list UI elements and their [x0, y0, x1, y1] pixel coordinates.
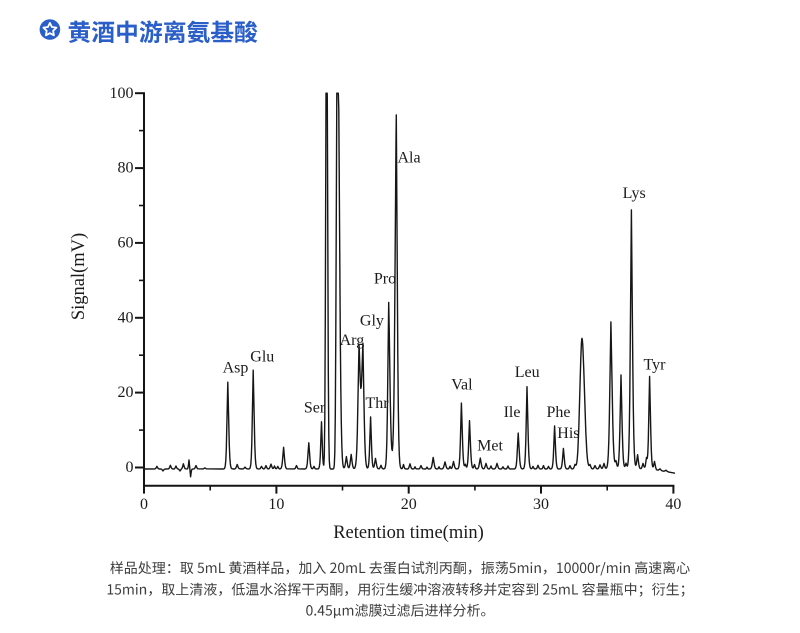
- svg-text:His: His: [557, 425, 579, 442]
- svg-text:60: 60: [118, 235, 134, 252]
- svg-text:Phe: Phe: [547, 404, 571, 421]
- svg-text:Tyr: Tyr: [644, 357, 667, 374]
- svg-text:Lys: Lys: [623, 185, 646, 202]
- svg-text:Thr: Thr: [365, 395, 389, 412]
- svg-text:Arg: Arg: [340, 332, 365, 349]
- svg-text:Glu: Glu: [250, 349, 274, 366]
- svg-text:Ile: Ile: [504, 404, 521, 421]
- svg-text:Pro: Pro: [374, 271, 396, 288]
- svg-text:20: 20: [118, 384, 134, 401]
- svg-text:100: 100: [110, 85, 134, 102]
- svg-text:20: 20: [401, 496, 417, 513]
- svg-text:30: 30: [533, 496, 549, 513]
- svg-text:40: 40: [118, 309, 134, 326]
- svg-text:Met: Met: [477, 438, 503, 455]
- svg-text:40: 40: [665, 496, 681, 513]
- svg-text:Ser: Ser: [304, 399, 326, 416]
- svg-text:0: 0: [140, 496, 148, 513]
- svg-text:Asp: Asp: [223, 359, 249, 376]
- svg-text:10: 10: [268, 496, 284, 513]
- svg-text:Ala: Ala: [397, 150, 420, 167]
- svg-text:Leu: Leu: [515, 364, 540, 381]
- svg-text:0: 0: [126, 459, 134, 476]
- svg-text:80: 80: [118, 160, 134, 177]
- svg-text:Retention time(min): Retention time(min): [333, 523, 484, 543]
- svg-text:Val: Val: [451, 377, 473, 394]
- svg-text:Signal(mV): Signal(mV): [69, 233, 89, 320]
- svg-text:Gly: Gly: [360, 313, 384, 330]
